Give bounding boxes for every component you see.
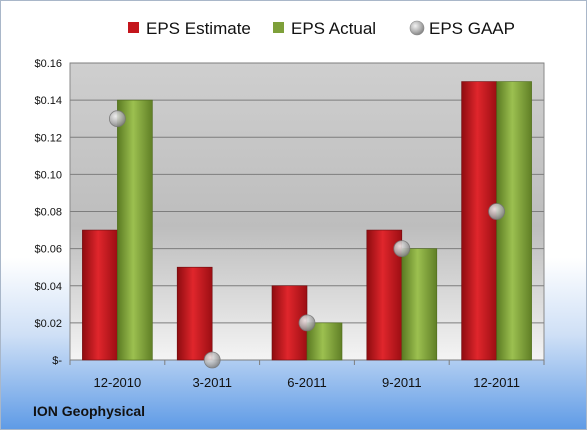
bar (117, 99, 153, 361)
y-tick-label: $0.16 (34, 58, 62, 70)
y-tick-label: $0.14 (34, 95, 62, 107)
bar (461, 81, 497, 361)
point (393, 240, 411, 258)
point (203, 351, 221, 369)
y-tick-label: $0.10 (34, 169, 62, 181)
y-tick-label: $0.04 (34, 281, 62, 293)
x-tick-label: 12-2010 (94, 375, 142, 390)
bar (82, 229, 118, 361)
y-tick-label: $0.08 (34, 207, 62, 219)
legend-marker (128, 22, 139, 33)
legend-label: EPS GAAP (429, 19, 515, 38)
y-tick-label: $0.02 (34, 318, 62, 330)
point (298, 314, 316, 332)
x-tick-label: 12-2011 (473, 375, 520, 390)
y-tick-label: $0.12 (34, 132, 62, 144)
y-tick-label: $0.06 (34, 244, 62, 256)
x-tick-label: 9-2011 (382, 375, 422, 390)
legend-label: EPS Actual (291, 19, 376, 38)
x-tick-label: 3-2011 (192, 375, 232, 390)
y-tick-label: $- (52, 355, 62, 367)
legend-label: EPS Estimate (146, 19, 251, 38)
x-tick-label: 6-2011 (287, 375, 327, 390)
bar (496, 81, 532, 361)
legend-marker (409, 20, 425, 36)
bar (306, 322, 343, 361)
plot-area: $- $0.02 $0.04 $0.06 $0.08 $0.10 $0.12 $0.14 $0.… (34, 58, 545, 390)
legend: EPS Estimate EPS Actual EPS GAAP (128, 19, 515, 38)
point (488, 203, 506, 220)
point (109, 110, 126, 128)
bar (176, 266, 213, 361)
bar (401, 248, 438, 361)
company-name: ION Geophysical (33, 403, 146, 419)
legend-marker (273, 22, 284, 33)
